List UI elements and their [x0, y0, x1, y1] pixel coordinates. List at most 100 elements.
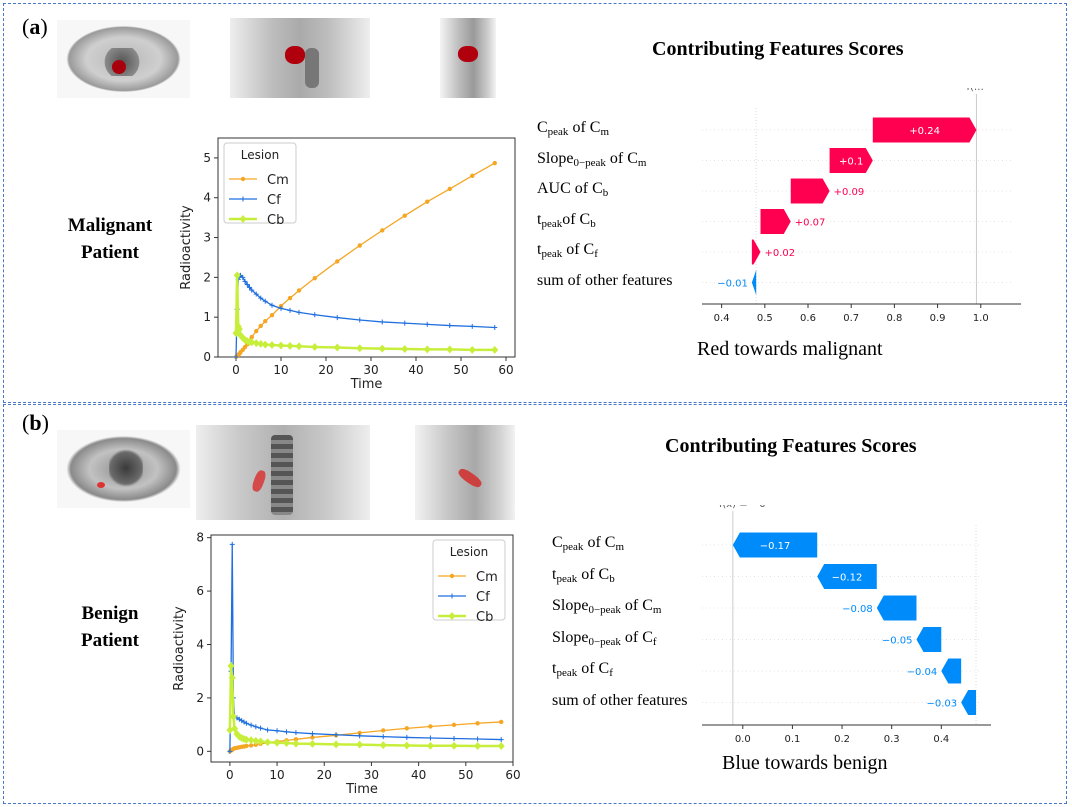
feature-label: Slope0−peak of Cf [552, 629, 657, 648]
bar-value-label: +0.1 [839, 157, 863, 168]
feature-label-part: t [552, 565, 557, 583]
feature-label: tpeakof Cb [537, 211, 596, 230]
feature-label: sum of other features [537, 272, 673, 290]
legend-marker [240, 176, 246, 182]
fx-tail: – [998, 88, 1003, 93]
legend-label-cm: Cm [267, 173, 289, 188]
data-point-cb [423, 345, 431, 354]
feature-label-part: f [609, 667, 613, 679]
waterfall-bar [829, 148, 873, 173]
y-tick-label: 4 [203, 191, 211, 205]
panel-a [3, 3, 1067, 403]
data-point-cf [229, 541, 235, 547]
feature-label-part: of C [620, 597, 653, 614]
data-point-cb [264, 738, 272, 747]
panel-label-b: (b) [22, 410, 49, 435]
data-point-cf [287, 307, 293, 313]
y-tick-label: 4 [196, 637, 204, 651]
feature-label-part: of C [620, 628, 653, 646]
legend-marker [449, 573, 455, 579]
feature-label-part: 0−peak [588, 604, 621, 616]
data-point-cm [451, 722, 457, 728]
feature-label-part: f [594, 248, 598, 260]
data-point-cf [293, 730, 299, 736]
data-point-cm [357, 730, 362, 736]
data-point-cb [248, 338, 256, 347]
line-chart-a: 0 10 20 30 40 50 60 0 1 2 3 4 5 Time Radioactivity Lesi… [179, 137, 516, 392]
x-tick-label: 0 [232, 363, 240, 377]
bar-value-label: −0.04 [907, 667, 938, 678]
data-point-cm [335, 259, 340, 264]
bar-value-label: −0.17 [760, 541, 791, 552]
data-point-cb [227, 661, 235, 670]
data-point-cb [229, 712, 237, 721]
data-point-cf [357, 317, 363, 323]
feature-label-part: m [600, 126, 609, 138]
waterfall-bar [916, 627, 942, 652]
ct-coronal-image-a [230, 18, 370, 98]
x-tick-label: 20 [317, 768, 332, 782]
x-tick-label: 0.4 [933, 734, 949, 745]
data-point-cf [240, 274, 246, 280]
x-tick-label: 1.0 [973, 313, 989, 324]
scores-title-a: Contributing Features Scores [652, 38, 904, 60]
ct-sagittal-image-b [415, 425, 515, 520]
feature-label-part: peak [556, 572, 578, 585]
series-line-cb [228, 665, 502, 748]
x-tick-label: 20 [318, 363, 333, 377]
data-point-cf [380, 734, 386, 740]
data-point-cf [475, 736, 481, 742]
y-tick-label: 0 [203, 350, 211, 364]
data-point-cb [497, 741, 505, 750]
data-point-cf [404, 734, 410, 740]
data-point-cb [242, 735, 250, 744]
data-point-cf [253, 724, 259, 730]
data-point-cb [426, 741, 434, 750]
data-point-cf [262, 298, 268, 304]
feature-label-part: sum of other features [552, 691, 688, 709]
data-point-cm [381, 728, 386, 733]
data-point-cf [244, 282, 250, 288]
x-tick-label: 60 [498, 363, 513, 377]
x-tick-label: 10 [273, 363, 288, 377]
legend-box [432, 539, 506, 621]
legend-marker [239, 215, 247, 223]
data-point-cf [447, 323, 453, 329]
data-point-cb [252, 736, 260, 745]
x-tick-label: 50 [453, 363, 468, 377]
data-point-cf [253, 291, 259, 297]
feature-label-part: t [552, 660, 557, 677]
data-point-cf [402, 320, 408, 326]
legend: Lesion Cm Cf Cb [223, 142, 297, 228]
data-point-cm [312, 275, 317, 281]
data-point-cm [269, 312, 275, 318]
data-point-cm [249, 334, 254, 340]
data-point-cm [492, 160, 497, 166]
waterfall-bar [817, 564, 877, 589]
caption-b: Blue towards benign [722, 752, 888, 774]
data-point-cm [447, 186, 452, 192]
x-tick-label: 0.6 [800, 313, 816, 324]
data-point-cm [293, 737, 299, 742]
data-point-cm [357, 243, 362, 248]
x-tick-label: 0 [226, 768, 234, 782]
line-chart-b: 0 10 20 30 40 50 60 0 2 4 6 8 Time Radioactivity Lesio… [172, 531, 521, 797]
data-point-cf [274, 728, 280, 734]
feature-label-part: of C [583, 534, 616, 551]
x-tick-label: 40 [411, 768, 426, 782]
data-point-cf [492, 325, 498, 331]
data-point-cb [401, 345, 409, 354]
legend-title: Lesion [241, 148, 279, 162]
data-point-cm [425, 199, 430, 204]
legend-label-cf: Cf [476, 590, 490, 605]
waterfall-bar [751, 270, 757, 295]
feature-label-part: m [637, 156, 647, 169]
feature-label-part: t [537, 210, 542, 228]
data-point-cb [257, 339, 265, 348]
data-point-cm [404, 726, 410, 731]
feature-label-part: t [537, 241, 542, 258]
data-point-cb [286, 341, 294, 350]
legend-marker [240, 196, 246, 202]
data-point-cb [295, 342, 303, 351]
x-axis-label: Time [345, 782, 378, 797]
